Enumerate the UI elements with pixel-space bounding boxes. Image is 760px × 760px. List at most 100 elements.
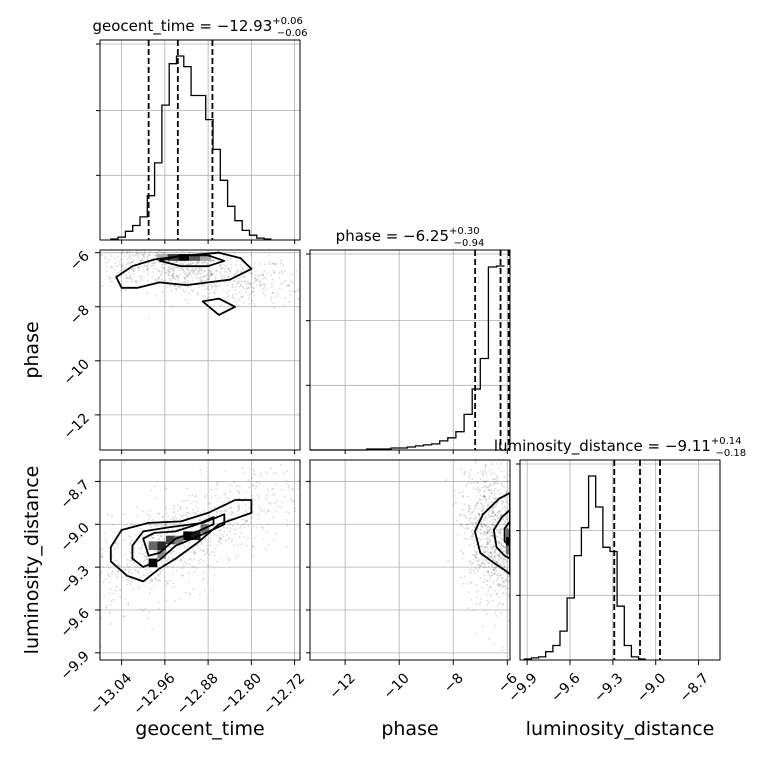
sample-point — [154, 254, 157, 257]
sample-point — [161, 516, 164, 519]
sample-point — [227, 268, 230, 271]
sample-point — [171, 274, 174, 277]
y-axis-label-phase: phase — [21, 321, 43, 378]
sample-point — [173, 284, 176, 287]
sample-point — [500, 612, 503, 614]
sample-point — [146, 557, 149, 560]
sample-point — [188, 563, 191, 566]
sample-point — [172, 269, 174, 272]
sample-point — [247, 524, 250, 527]
sample-point — [499, 583, 502, 586]
sample-point — [175, 288, 178, 291]
sample-point — [175, 558, 178, 561]
sample-point — [227, 500, 230, 503]
sample-point — [498, 572, 500, 575]
sample-point — [466, 495, 469, 498]
sample-point — [280, 262, 282, 265]
sample-point — [160, 535, 163, 538]
sample-point — [486, 527, 489, 529]
sample-point — [219, 512, 222, 515]
sample-point — [276, 292, 279, 295]
sample-point — [190, 289, 193, 292]
sample-point — [208, 269, 210, 271]
sample-point — [231, 293, 234, 296]
sample-point — [487, 570, 490, 573]
sample-point — [500, 513, 503, 516]
sample-point — [483, 609, 486, 612]
sample-point — [186, 487, 189, 490]
sample-point — [238, 281, 240, 284]
sample-point — [476, 488, 479, 491]
sample-point — [491, 600, 494, 602]
sample-point — [221, 510, 224, 513]
sample-point — [225, 534, 228, 537]
x-axis-label-geocent_time: geocent_time — [135, 718, 264, 740]
sample-point — [119, 589, 122, 592]
sample-point — [122, 268, 125, 270]
sample-point — [478, 513, 481, 516]
sample-point — [134, 565, 137, 568]
sample-point — [157, 276, 160, 279]
sample-point — [223, 274, 226, 277]
sample-point — [127, 602, 130, 605]
sample-point — [151, 580, 154, 583]
sample-point — [483, 484, 486, 487]
sample-point — [210, 273, 213, 276]
sample-point — [487, 555, 490, 558]
sample-point — [152, 271, 154, 273]
sample-point — [190, 274, 193, 277]
sample-point — [162, 515, 164, 518]
sample-point — [489, 577, 492, 580]
contour-level-3 — [201, 297, 237, 316]
sample-point — [204, 288, 207, 291]
sample-point — [140, 547, 143, 550]
sample-point — [229, 490, 231, 493]
sample-point — [120, 252, 122, 255]
sample-point — [111, 572, 114, 575]
sample-point — [164, 301, 166, 304]
sample-point — [213, 291, 215, 294]
sample-point — [240, 263, 242, 266]
sample-point — [225, 291, 228, 294]
y-tick-label: −9.9 — [57, 648, 92, 683]
sample-point — [475, 522, 478, 525]
sample-point — [252, 287, 255, 290]
sample-point — [474, 516, 477, 519]
sample-point — [481, 509, 484, 512]
sample-point — [205, 273, 208, 276]
sample-point — [502, 592, 505, 595]
sample-point — [161, 290, 164, 293]
sample-point — [236, 281, 239, 284]
sample-point — [494, 514, 497, 516]
sample-point — [147, 517, 150, 520]
sample-point — [263, 269, 266, 272]
sample-point — [139, 259, 142, 262]
sample-point — [196, 261, 199, 264]
sample-point — [146, 265, 149, 268]
sample-point — [108, 592, 111, 595]
sample-point — [482, 475, 484, 478]
sample-point — [478, 513, 481, 516]
sample-point — [139, 250, 142, 253]
sample-point — [275, 472, 278, 475]
sample-point — [142, 560, 145, 563]
sample-point — [240, 280, 243, 283]
sample-point — [489, 540, 492, 543]
sample-point — [204, 538, 207, 541]
sample-point — [237, 497, 240, 500]
sample-point — [491, 556, 494, 559]
sample-point — [487, 532, 490, 534]
sample-point — [126, 259, 129, 261]
sample-point — [244, 491, 247, 494]
sample-point — [491, 478, 494, 481]
x-tick-label: −8.7 — [677, 670, 712, 705]
sample-point — [499, 492, 502, 495]
sample-point — [258, 274, 261, 277]
sample-point — [145, 292, 148, 295]
sample-point — [196, 291, 199, 294]
sample-point — [248, 293, 251, 296]
sample-point — [287, 486, 290, 489]
sample-point — [149, 580, 152, 583]
sample-point — [252, 290, 255, 293]
